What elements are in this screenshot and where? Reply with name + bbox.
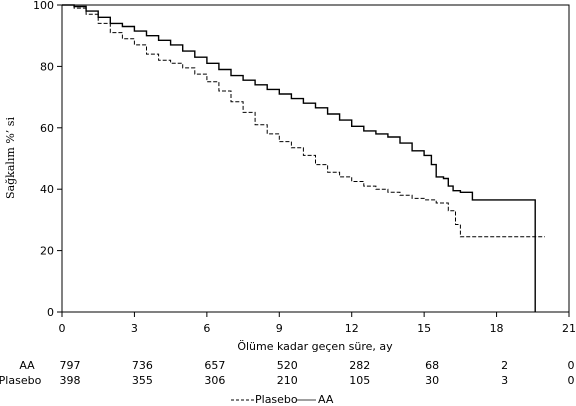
risk-table: AA 797 736 657 520 282 68 2 0 Plasebo 398 355 306 210… — [0, 359, 575, 387]
risk-row-label: Plasebo — [0, 374, 42, 387]
x-tick-label: 15 — [417, 322, 431, 335]
risk-value: 520 — [277, 359, 298, 372]
risk-value: 68 — [425, 359, 439, 372]
y-tick-label: 80 — [40, 60, 54, 73]
risk-row-label: AA — [19, 359, 35, 372]
plot-frame — [61, 4, 570, 313]
risk-value: 210 — [277, 374, 298, 387]
risk-value: 306 — [204, 374, 225, 387]
risk-value: 282 — [349, 359, 370, 372]
risk-value: 2 — [501, 359, 508, 372]
series-line-plasebo — [62, 4, 545, 238]
x-tick-label: 21 — [562, 322, 576, 335]
series-line-aa — [62, 4, 536, 312]
x-axis: 0 3 6 9 12 15 18 21 — [59, 312, 576, 335]
x-tick-label: 18 — [490, 322, 504, 335]
x-tick-label: 6 — [203, 322, 210, 335]
y-tick-label: 20 — [40, 245, 54, 258]
y-tick-label: 0 — [47, 306, 54, 319]
y-tick-label: 100 — [33, 0, 54, 12]
risk-value: 105 — [349, 374, 370, 387]
risk-value: 398 — [60, 374, 81, 387]
risk-value: 736 — [132, 359, 153, 372]
legend: Plasebo AA — [231, 393, 334, 406]
x-axis-title: Ölüme kadar geçen süre, ay — [237, 340, 393, 353]
y-tick-label: 60 — [40, 122, 54, 135]
risk-value: 797 — [60, 359, 81, 372]
y-tick-label: 40 — [40, 183, 54, 196]
legend-label-plasebo: Plasebo — [255, 393, 298, 406]
risk-value: 355 — [132, 374, 153, 387]
risk-value: 3 — [501, 374, 508, 387]
x-tick-label: 9 — [276, 322, 283, 335]
x-tick-label: 0 — [59, 322, 66, 335]
x-tick-label: 3 — [131, 322, 138, 335]
risk-value: 30 — [425, 374, 439, 387]
risk-value: 657 — [204, 359, 225, 372]
risk-value: 0 — [568, 359, 575, 372]
series-layer — [62, 4, 545, 312]
risk-value: 0 — [568, 374, 575, 387]
legend-label-aa: AA — [318, 393, 334, 406]
x-tick-label: 12 — [345, 322, 359, 335]
y-axis-title: Sağkalım %’ si — [4, 117, 17, 199]
y-axis: 0 20 40 60 80 100 — [33, 0, 62, 319]
